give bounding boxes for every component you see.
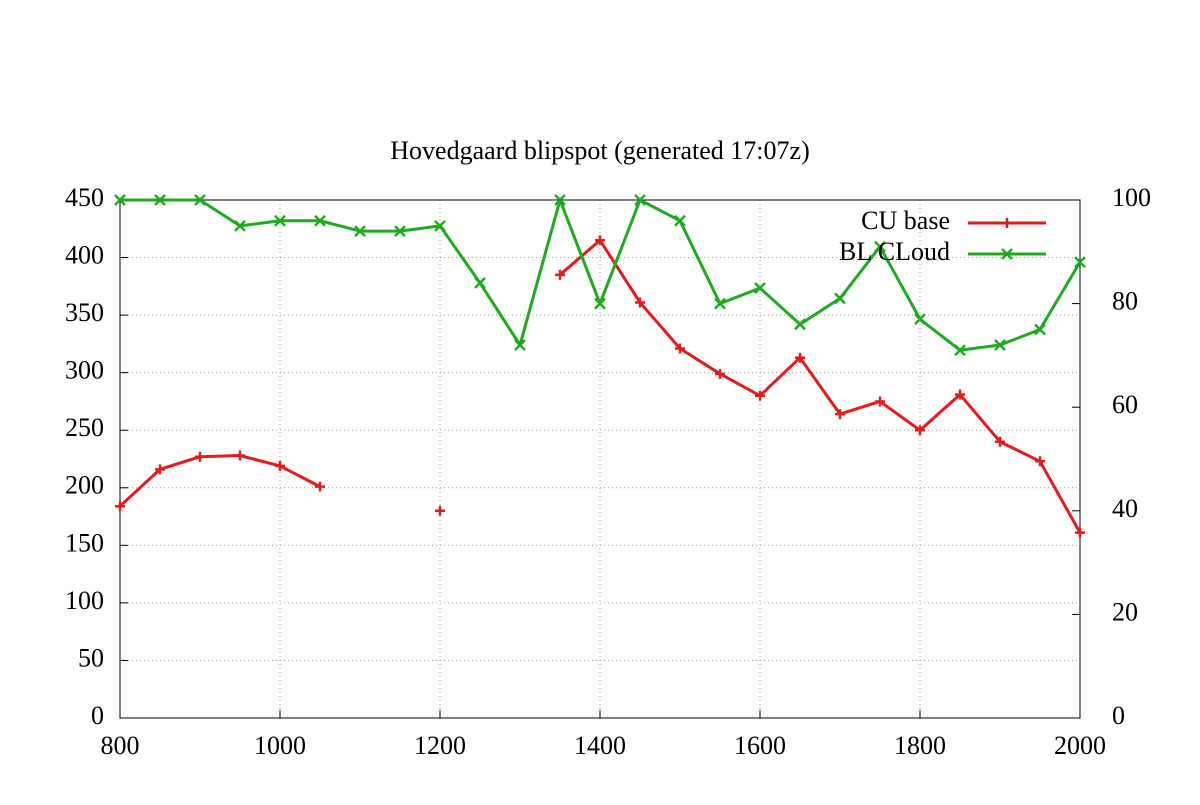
marker — [554, 194, 566, 206]
y2-tick-label: 60 — [1112, 390, 1138, 419]
marker — [394, 225, 406, 237]
marker — [874, 240, 886, 253]
marker — [514, 339, 526, 351]
marker — [275, 460, 285, 471]
y-tick-label: 250 — [65, 413, 104, 442]
marker — [914, 313, 926, 326]
marker — [714, 297, 726, 310]
x-tick-label: 1000 — [254, 731, 306, 760]
marker — [594, 297, 606, 310]
marker — [1075, 527, 1085, 538]
x-tick-label: 2000 — [1054, 731, 1106, 760]
marker — [194, 194, 206, 206]
marker — [1035, 456, 1045, 467]
marker — [755, 390, 765, 401]
x-tick-label: 1600 — [734, 731, 786, 760]
marker — [154, 194, 166, 206]
marker — [595, 235, 605, 246]
marker — [835, 409, 845, 420]
marker — [354, 225, 366, 237]
marker — [754, 282, 766, 294]
marker — [474, 276, 486, 289]
y2-tick-label: 40 — [1112, 494, 1138, 523]
marker — [1034, 323, 1046, 336]
marker — [314, 214, 326, 227]
marker — [875, 396, 885, 407]
y-tick-label: 400 — [65, 241, 104, 270]
marker — [674, 214, 686, 227]
marker — [114, 194, 126, 206]
y-tick-label: 100 — [65, 586, 104, 615]
y-tick-label: 450 — [65, 183, 104, 212]
marker — [274, 214, 286, 227]
plot-frame — [119, 199, 1081, 719]
marker — [994, 339, 1006, 351]
x-tick-label: 800 — [101, 731, 140, 760]
marker — [834, 292, 846, 305]
marker — [915, 425, 925, 436]
marker — [435, 505, 445, 516]
marker — [954, 344, 966, 357]
y-tick-label: 0 — [91, 701, 104, 730]
legend-label: CU base — [861, 206, 950, 235]
series-line — [118, 238, 1082, 534]
y2-tick-label: 20 — [1112, 597, 1138, 626]
marker — [195, 451, 205, 462]
marker — [115, 501, 125, 512]
chart-title: Hovedgaard blipspot (generated 17:07z) — [390, 136, 809, 165]
marker — [235, 450, 245, 461]
marker — [434, 220, 446, 232]
x-tick-label: 1400 — [574, 731, 626, 760]
marker — [995, 436, 1005, 447]
y2-tick-label: 0 — [1112, 701, 1125, 730]
legend-label: BL CLoud — [839, 237, 950, 266]
y-tick-label: 50 — [78, 643, 104, 672]
marker — [1074, 256, 1086, 269]
y-tick-label: 150 — [65, 528, 104, 557]
marker — [955, 389, 965, 400]
marker — [634, 194, 646, 206]
y2-tick-label: 80 — [1112, 287, 1138, 316]
y-tick-label: 350 — [65, 298, 104, 327]
x-tick-label: 1200 — [414, 731, 466, 760]
marker — [675, 343, 685, 354]
marker — [635, 297, 645, 308]
marker — [1002, 218, 1012, 228]
y-tick-label: 200 — [65, 471, 104, 500]
y2-tick-label: 100 — [1112, 183, 1151, 212]
marker — [715, 368, 725, 379]
marker — [155, 464, 165, 475]
marker — [795, 352, 805, 363]
y-tick-label: 300 — [65, 356, 104, 385]
marker — [794, 318, 806, 331]
x-tick-label: 1800 — [894, 731, 946, 760]
marker — [555, 269, 565, 280]
marker — [315, 481, 325, 492]
marker — [234, 220, 246, 232]
marker — [1001, 248, 1013, 260]
